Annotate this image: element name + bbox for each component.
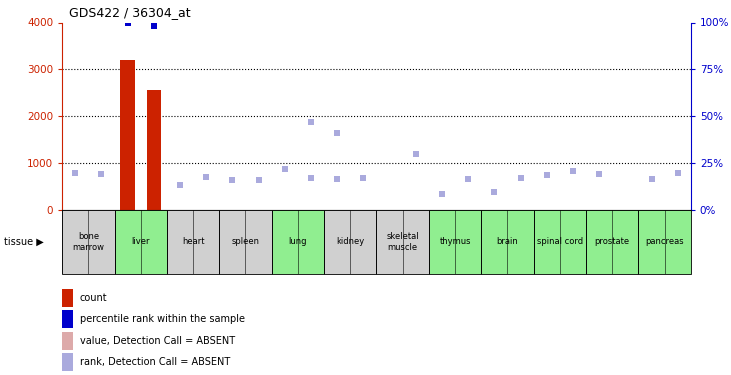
Text: count: count [80,293,107,303]
Bar [62,289,73,307]
Bar [62,332,73,350]
Text: percentile rank within the sample: percentile rank within the sample [80,314,245,324]
Bar [121,60,135,210]
Text: thymus: thymus [439,237,471,246]
Text: liver: liver [132,237,150,246]
Bar [324,210,376,274]
Text: spleen: spleen [232,237,260,246]
Text: prostate: prostate [594,237,630,246]
Bar [638,210,691,274]
Bar [272,210,324,274]
Text: kidney: kidney [336,237,364,246]
Text: spinal cord: spinal cord [537,237,583,246]
Bar [115,210,167,274]
Bar [62,310,73,328]
Text: lung: lung [289,237,307,246]
Text: tissue ▶: tissue ▶ [4,237,43,247]
Bar [481,210,534,274]
Text: value, Detection Call = ABSENT: value, Detection Call = ABSENT [80,336,235,346]
Bar [62,353,73,371]
Text: pancreas: pancreas [645,237,684,246]
Bar [429,210,481,274]
Bar [534,210,586,274]
Bar [219,210,272,274]
Text: brain: brain [496,237,518,246]
Bar [167,210,219,274]
Text: rank, Detection Call = ABSENT: rank, Detection Call = ABSENT [80,357,230,367]
Text: heart: heart [182,237,205,246]
Bar [147,90,161,210]
Bar [62,210,115,274]
Bar [376,210,429,274]
Bar [586,210,638,274]
Text: GDS422 / 36304_at: GDS422 / 36304_at [69,6,191,19]
Text: skeletal
muscle: skeletal muscle [387,232,419,252]
Text: bone
marrow: bone marrow [72,232,105,252]
